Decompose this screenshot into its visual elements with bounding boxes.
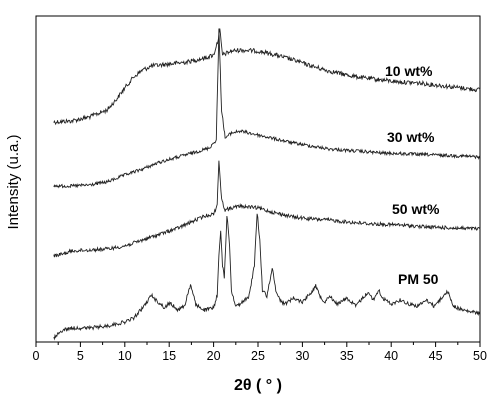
series-label-1: 10 wt% — [385, 63, 433, 79]
x-axis-ticks: 0 5 10 15 20 25 30 35 40 45 50 — [33, 342, 487, 363]
x-tick-label: 40 — [384, 349, 398, 363]
series-labels: 10 wt% 30 wt% 50 wt% PM 50 — [385, 63, 440, 287]
x-tick-label: 15 — [162, 349, 176, 363]
series-group — [53, 28, 481, 341]
x-tick-label: 35 — [340, 349, 354, 363]
x-tick-label: 50 — [473, 349, 487, 363]
series-line-3 — [53, 160, 481, 258]
x-axis-label: 2θ ( ° ) — [234, 377, 282, 394]
series-line-1 — [53, 28, 481, 126]
x-tick-label: 5 — [77, 349, 84, 363]
series-label-3: 50 wt% — [392, 201, 440, 217]
x-tick-label: 30 — [295, 349, 309, 363]
x-tick-label: 10 — [118, 349, 132, 363]
series-line-4 — [53, 213, 481, 341]
x-tick-label: 25 — [251, 349, 265, 363]
x-tick-label: 20 — [207, 349, 221, 363]
series-label-4: PM 50 — [398, 271, 439, 287]
x-tick-label: 0 — [33, 349, 40, 363]
series-line-2 — [53, 28, 481, 189]
y-axis-label: Intensity (u.a.) — [5, 134, 22, 229]
series-label-2: 30 wt% — [387, 129, 435, 145]
x-tick-label: 45 — [429, 349, 443, 363]
